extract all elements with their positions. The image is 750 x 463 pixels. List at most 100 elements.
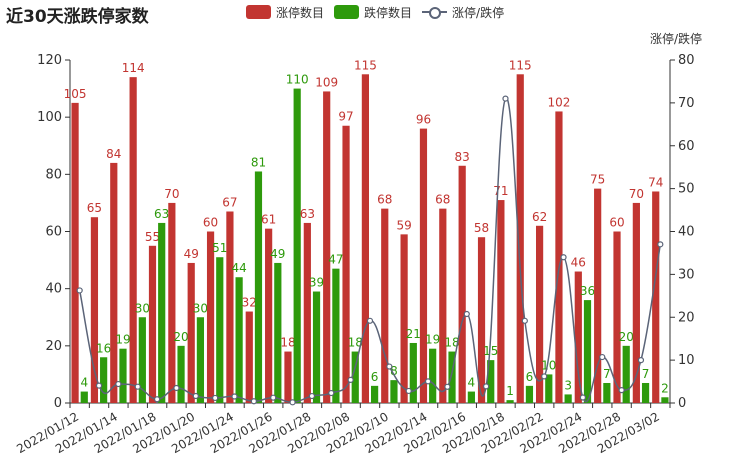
y-right-tick-label: 60 <box>678 139 695 154</box>
bar-label-limit-up: 96 <box>416 113 431 127</box>
bar-label-limit-down: 63 <box>154 207 169 221</box>
bar-limit-up <box>400 234 408 403</box>
ratio-point <box>153 396 161 403</box>
ratio-point <box>463 310 470 318</box>
bar-label-limit-down: 21 <box>406 327 421 341</box>
bar-label-limit-down: 1 <box>506 384 514 398</box>
bar-limit-up <box>187 262 195 403</box>
bar-label-limit-down: 6 <box>526 370 534 384</box>
legend-line-marker-icon <box>422 5 448 19</box>
bar-label-limit-up: 109 <box>315 75 338 89</box>
bar-label-limit-up: 71 <box>493 184 508 198</box>
bar-limit-down <box>487 360 495 403</box>
bar-limit-down <box>622 345 630 403</box>
bar-limit-down <box>138 317 146 403</box>
bar-limit-down <box>448 351 456 403</box>
bar-limit-down <box>351 351 359 403</box>
bar-limit-up <box>284 351 292 403</box>
y-right-tick-label: 0 <box>678 396 686 411</box>
bar-limit-up <box>303 222 311 403</box>
bar-label-limit-up: 59 <box>396 218 411 232</box>
bar-label-limit-up: 60 <box>609 216 624 230</box>
ratio-point <box>657 241 664 248</box>
bar-label-limit-up: 49 <box>184 247 199 261</box>
bar-limit-down <box>332 268 340 403</box>
bar-label-limit-down: 4 <box>468 376 476 390</box>
y-right-tick-label: 70 <box>678 96 695 111</box>
bar-limit-up <box>168 202 176 403</box>
legend-item-limit-down[interactable]: 跌停数目 <box>334 4 412 21</box>
bar-label-limit-down: 36 <box>580 284 595 298</box>
y-right-tick-label: 40 <box>678 225 695 240</box>
bar-limit-up <box>148 245 157 403</box>
bar-label-limit-down: 4 <box>80 376 88 390</box>
bar-label-limit-up: 70 <box>164 187 179 201</box>
bar-label-limit-down: 30 <box>193 301 208 315</box>
bar-limit-up <box>245 311 253 403</box>
y-right-tick-label: 50 <box>678 182 695 197</box>
ratio-point <box>270 394 277 401</box>
ratio-line <box>78 97 662 404</box>
y-right-tick-label: 20 <box>678 310 695 325</box>
ratio-point <box>231 393 238 400</box>
ratio-point <box>250 398 257 405</box>
bar-limit-down <box>100 357 108 403</box>
bar-limit-up <box>129 77 137 404</box>
bar-limit-down <box>545 374 553 403</box>
bar-label-limit-up: 84 <box>106 147 121 161</box>
bar-label-limit-up: 61 <box>261 213 276 227</box>
bar-label-limit-down: 16 <box>96 341 111 355</box>
bar-label-limit-down: 19 <box>425 333 440 347</box>
bar-limit-down <box>409 342 417 403</box>
bar-label-limit-down: 47 <box>328 253 343 267</box>
bar-label-limit-up: 74 <box>648 175 663 189</box>
chart-title: 近30天涨跌停家数 <box>6 7 149 27</box>
bar-label-limit-up: 70 <box>629 187 644 201</box>
ratio-point <box>308 392 316 400</box>
bar-limit-down <box>429 348 437 403</box>
bar-limit-up <box>361 74 369 404</box>
y-left-tick-label: 100 <box>37 110 62 125</box>
bar-label-limit-down: 8 <box>390 364 398 378</box>
bar-limit-down <box>254 171 263 403</box>
bar-limit-up <box>206 231 215 403</box>
ratio-point <box>289 399 296 406</box>
bar-limit-down <box>196 317 205 403</box>
legend-item-limit-up[interactable]: 涨停数目 <box>246 4 324 21</box>
ratio-point <box>444 383 451 390</box>
ratio-point <box>579 394 587 401</box>
bar-limit-up <box>439 208 447 403</box>
bar-limit-down <box>390 380 398 403</box>
y-left-tick-label: 80 <box>45 167 62 182</box>
bar-limit-up <box>497 200 505 403</box>
bar-limit-up <box>323 91 331 404</box>
bar-label-limit-down: 30 <box>135 301 150 315</box>
bar-limit-up <box>535 225 544 403</box>
ratio-point <box>366 317 374 324</box>
bar-limit-down <box>312 291 321 403</box>
bar-limit-down <box>506 400 514 403</box>
ratio-point <box>76 287 83 294</box>
bar-label-limit-down: 18 <box>444 336 459 350</box>
bar-limit-down <box>371 385 379 403</box>
legend-label-limit-up: 涨停数目 <box>276 5 325 20</box>
ratio-point <box>637 357 645 364</box>
bar-limit-up <box>419 128 428 403</box>
bar-label-limit-down: 7 <box>603 367 611 381</box>
y-left-tick-label: 40 <box>45 282 62 297</box>
bar-label-limit-down: 39 <box>309 276 324 290</box>
legend-item-ratio[interactable]: 涨停/跌停 <box>422 4 504 21</box>
bar-limit-up <box>632 202 640 403</box>
y-left-tick-label: 60 <box>45 225 62 240</box>
bar-limit-up <box>574 271 582 403</box>
bar-label-limit-down: 44 <box>231 261 246 275</box>
ratio-point <box>483 383 490 390</box>
bar-limit-up <box>477 237 486 403</box>
bar-label-limit-down: 7 <box>642 367 650 381</box>
bar-label-limit-down: 15 <box>483 344 498 358</box>
ratio-point <box>173 384 180 392</box>
bar-limit-down <box>177 345 185 403</box>
bar-label-limit-down: 3 <box>564 378 572 392</box>
bar-label-limit-up: 60 <box>203 216 218 230</box>
